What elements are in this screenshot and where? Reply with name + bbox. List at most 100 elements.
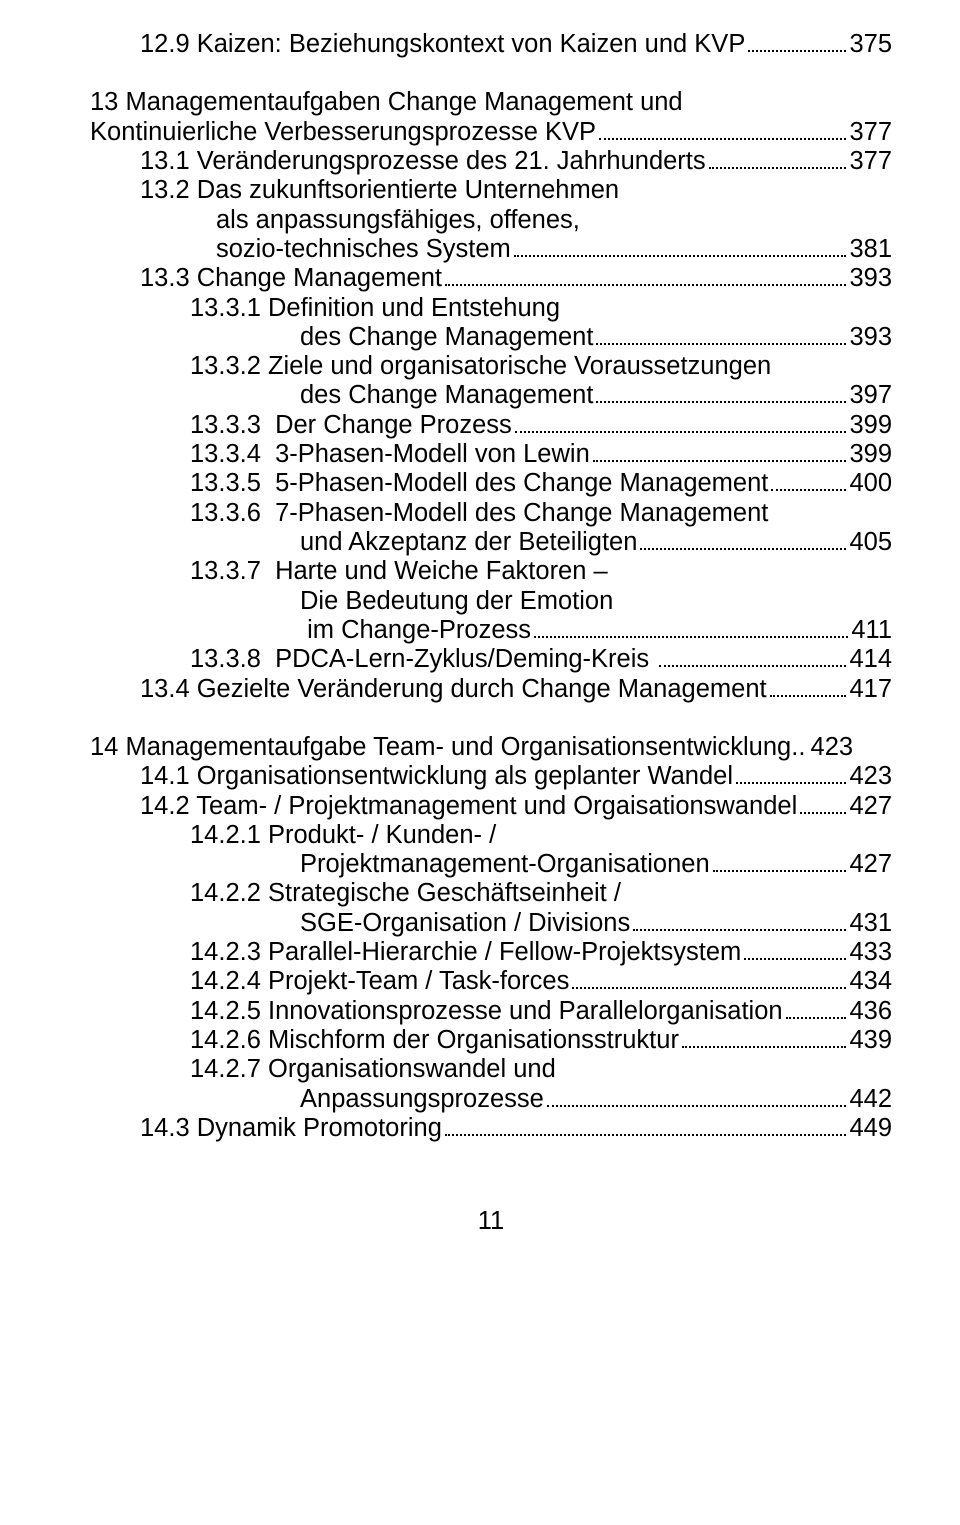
toc-entry-page: 393 <box>849 323 892 352</box>
leader-dots <box>736 766 846 785</box>
toc-entry: 14.2.4 Projekt-Team / Task-forces 434 <box>90 967 892 996</box>
leader-dots <box>445 268 846 287</box>
toc-entry: 13.3.5 5-Phasen-Modell des Change Manage… <box>90 469 892 498</box>
leader-dots <box>599 121 846 140</box>
toc-entry-label: im Change-Prozess <box>300 616 531 645</box>
toc-line-continuation: 14.2.7 Organisationswandel und <box>90 1055 892 1084</box>
toc-entry-label: 14.2 Team- / Projektmanagement und Orgai… <box>140 792 797 821</box>
toc-entry-page: 439 <box>849 1026 892 1055</box>
toc-entry: Kontinuierliche Verbesserungsprozesse KV… <box>90 118 892 147</box>
toc-entry-page: 417 <box>849 675 892 704</box>
toc-entry-page: 434 <box>849 967 892 996</box>
leader-dots <box>547 1088 847 1107</box>
toc-line-continuation: 14.2.2 Strategische Geschäftseinheit / <box>90 879 892 908</box>
toc-entry-page: 436 <box>849 997 892 1026</box>
toc-entry: sozio-technisches System 381 <box>90 235 892 264</box>
toc-entry: 13.4 Gezielte Veränderung durch Change M… <box>90 675 892 704</box>
toc-entry: 14 Managementaufgabe Team- und Organisat… <box>90 733 892 762</box>
toc-entry: 13.3 Change Management 393 <box>90 264 892 293</box>
toc-entry-page: 414 <box>849 645 892 674</box>
toc-line-continuation: 13 Managementaufgaben Change Management … <box>90 88 892 117</box>
toc-line-continuation: als anpassungsfähiges, offenes, <box>90 206 892 235</box>
toc-entry-page: 393 <box>849 264 892 293</box>
toc-entry: im Change-Prozess 411 <box>90 616 892 645</box>
toc-entry-label: des Change Management <box>300 323 593 352</box>
toc-entry: 14.1 Organisationsentwicklung als geplan… <box>90 762 892 791</box>
toc-entry-page: 423 <box>811 733 854 762</box>
toc-entry-label: 14.1 Organisationsentwicklung als geplan… <box>140 762 733 791</box>
toc-entry: 13.1 Veränderungsprozesse des 21. Jahrhu… <box>90 147 892 176</box>
toc-entry-page: 423 <box>849 762 892 791</box>
leader-dots <box>515 414 847 433</box>
blank-line <box>90 704 892 733</box>
toc-entry: 14.2.6 Mischform der Organisationsstrukt… <box>90 1026 892 1055</box>
toc-entry-page: 375 <box>849 30 892 59</box>
toc-line-continuation: 14.2.1 Produkt- / Kunden- / <box>90 821 892 850</box>
leader-dots <box>709 150 847 169</box>
leader-dots <box>514 238 847 257</box>
toc-entry: des Change Management 397 <box>90 381 892 410</box>
toc-entry-label: 13.3 Change Management <box>140 264 442 293</box>
toc-entry-page: 399 <box>849 411 892 440</box>
toc-entry: 13.3.3 Der Change Prozess 399 <box>90 411 892 440</box>
toc-entry-label: sozio-technisches System <box>216 235 511 264</box>
toc-entry: Anpassungsprozesse 442 <box>90 1085 892 1114</box>
leader-dots <box>445 1117 847 1136</box>
toc-entry-label: Anpassungsprozesse <box>300 1085 544 1114</box>
toc-entry-page: 405 <box>849 528 892 557</box>
toc-entry-page: 449 <box>849 1114 892 1143</box>
toc-entry-page: 433 <box>849 938 892 967</box>
toc-entry: 14.3 Dynamik Promotoring 449 <box>90 1114 892 1143</box>
leader-dots <box>744 942 846 961</box>
toc-entry-label: 12.9 Kaizen: Beziehungskontext von Kaize… <box>140 30 745 59</box>
toc-entry-label: 14 Managementaufgabe Team- und Organisat… <box>90 733 791 762</box>
toc-entry-label: Projektmanagement-Organisationen <box>300 850 710 879</box>
toc-entry-page: 377 <box>849 118 892 147</box>
toc-entry: des Change Management 393 <box>90 323 892 352</box>
toc-entry-label: Kontinuierliche Verbesserungsprozesse KV… <box>90 118 596 147</box>
leader-dots <box>786 1000 847 1019</box>
toc-entry-page: 431 <box>849 909 892 938</box>
toc-page: 12.9 Kaizen: Beziehungskontext von Kaize… <box>0 0 960 1525</box>
leader-dots: .. <box>791 733 810 762</box>
leader-dots <box>640 531 846 550</box>
toc-entry-label: 13.1 Veränderungsprozesse des 21. Jahrhu… <box>140 147 706 176</box>
toc-entry: SGE-Organisation / Divisions 431 <box>90 909 892 938</box>
leader-dots <box>713 854 847 873</box>
toc-entry-label: 14.2.6 Mischform der Organisationsstrukt… <box>190 1026 679 1055</box>
toc-body: 12.9 Kaizen: Beziehungskontext von Kaize… <box>90 30 892 1143</box>
toc-entry-page: 442 <box>849 1085 892 1114</box>
toc-line-continuation: 13.3.1 Definition und Entstehung <box>90 294 892 323</box>
leader-dots <box>596 385 846 404</box>
toc-entry-label: SGE-Organisation / Divisions <box>300 909 630 938</box>
blank-line <box>90 59 892 88</box>
toc-line-continuation: 13.3.6 7-Phasen-Modell des Change Manage… <box>90 499 892 528</box>
toc-line-continuation: Die Bedeutung der Emotion <box>90 587 892 616</box>
toc-line-continuation: 13.3.7 Harte und Weiche Faktoren – <box>90 557 892 586</box>
leader-dots <box>572 971 846 990</box>
leader-dots <box>633 912 846 931</box>
toc-entry: Projektmanagement-Organisationen 427 <box>90 850 892 879</box>
leader-dots <box>596 326 846 345</box>
toc-entry-page: 427 <box>849 850 892 879</box>
toc-entry-page: 427 <box>849 792 892 821</box>
toc-entry-page: 399 <box>849 440 892 469</box>
toc-entry: 13.3.8 PDCA-Lern-Zyklus/Deming-Kreis 414 <box>90 645 892 674</box>
toc-entry-page: 397 <box>849 381 892 410</box>
toc-entry-page: 377 <box>849 147 892 176</box>
leader-dots <box>748 33 846 52</box>
leader-dots <box>800 795 846 814</box>
toc-entry-label: 14.2.3 Parallel-Hierarchie / Fellow-Proj… <box>190 938 741 967</box>
toc-entry-page: 400 <box>849 469 892 498</box>
toc-entry: 12.9 Kaizen: Beziehungskontext von Kaize… <box>90 30 892 59</box>
leader-dots <box>534 619 848 638</box>
leader-dots <box>770 678 847 697</box>
toc-entry-label: 13.3.8 PDCA-Lern-Zyklus/Deming-Kreis <box>190 645 656 674</box>
toc-line-continuation: 13.2 Das zukunftsorientierte Unternehmen <box>90 176 892 205</box>
toc-entry-label: 14.3 Dynamik Promotoring <box>140 1114 442 1143</box>
page-number: 11 <box>90 1207 892 1236</box>
toc-entry-label: 13.4 Gezielte Veränderung durch Change M… <box>140 675 767 704</box>
toc-entry: 14.2 Team- / Projektmanagement und Orgai… <box>90 792 892 821</box>
toc-line-continuation: 13.3.2 Ziele und organisatorische Voraus… <box>90 352 892 381</box>
toc-entry: 13.3.4 3-Phasen-Modell von Lewin 399 <box>90 440 892 469</box>
